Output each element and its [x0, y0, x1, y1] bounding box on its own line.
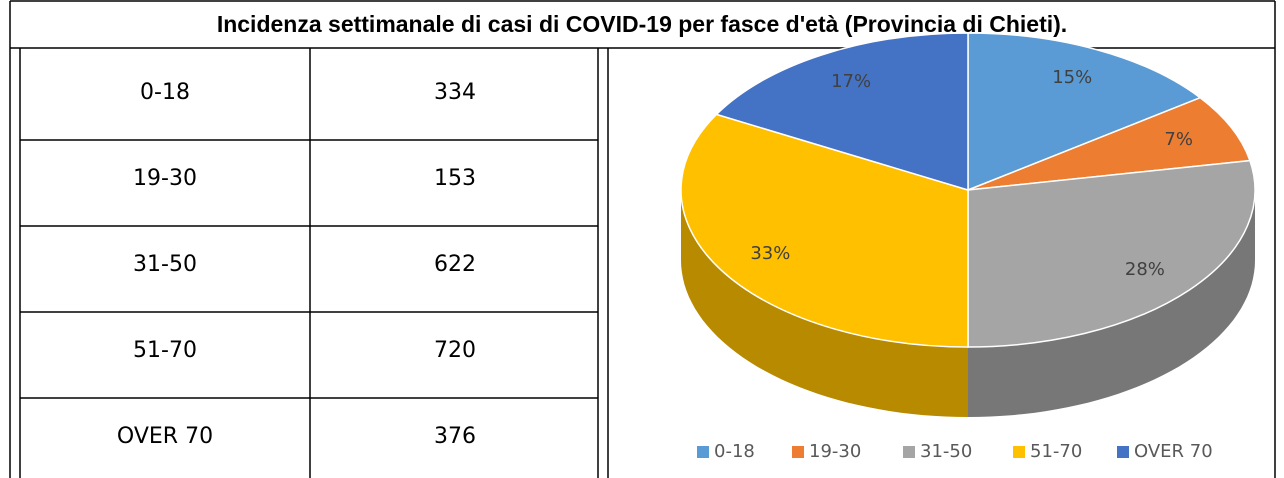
table-cell: 334 [434, 80, 476, 105]
legend-swatch [903, 446, 915, 458]
legend-swatch [792, 446, 804, 458]
table-cell: 376 [434, 424, 476, 449]
table-cell: OVER 70 [117, 424, 213, 449]
data-label: 15% [1052, 67, 1092, 88]
slice-side [968, 190, 1255, 417]
table-cell: 0-18 [140, 80, 190, 105]
data-label: 7% [1164, 129, 1193, 150]
pie-slice [967, 96, 1251, 191]
table-cell: 153 [434, 166, 476, 191]
legend-label: 51-70 [1030, 441, 1082, 462]
legend-label: OVER 70 [1134, 441, 1213, 462]
data-label: 33% [750, 243, 790, 264]
legend-label: 19-30 [809, 441, 861, 462]
data-label: 28% [1125, 259, 1165, 280]
table-cell: 19-30 [133, 166, 197, 191]
page-title: Incidenza settimanale di casi di COVID-1… [217, 11, 1067, 37]
legend-label: 31-50 [920, 441, 972, 462]
legend-swatch [1013, 446, 1025, 458]
pie-slice [967, 32, 1202, 192]
legend-swatch [697, 446, 709, 458]
table-cell: 51-70 [133, 338, 197, 363]
pie-slice [715, 32, 969, 192]
table-cell: 31-50 [133, 252, 197, 277]
slice-side [681, 190, 968, 417]
legend-label: 0-18 [714, 441, 755, 462]
table-cell: 622 [434, 252, 476, 277]
legend-swatch [1117, 446, 1129, 458]
pie-slice [967, 159, 1256, 348]
data-label: 17% [831, 71, 871, 92]
pie-slice [680, 113, 969, 348]
table-cell: 720 [434, 338, 476, 363]
